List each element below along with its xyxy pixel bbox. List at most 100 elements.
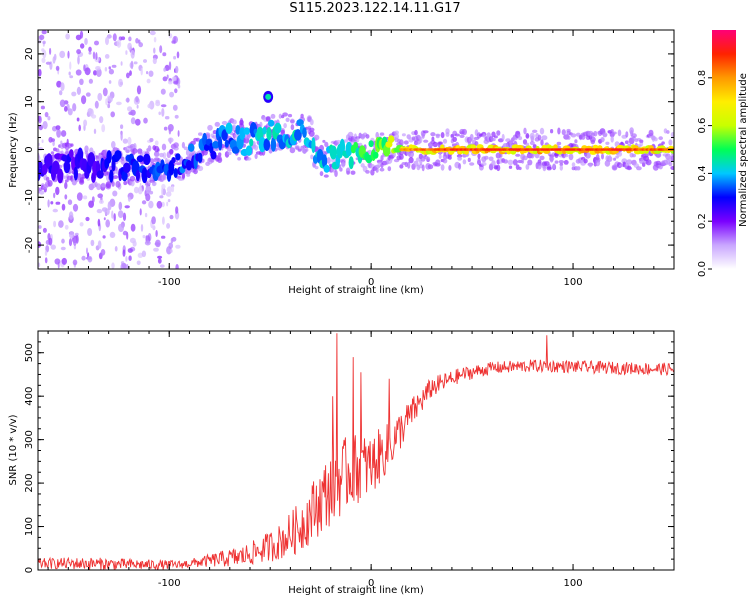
haze-blob [608,154,612,162]
ridge-blob [470,144,477,150]
noise-blob [60,246,66,251]
haze-blob [540,139,544,146]
noise-blob [144,240,151,246]
haze-blob [546,166,552,171]
ridge-blob [345,141,353,157]
noise-blob [125,50,128,55]
haze-blob [282,112,288,117]
noise-blob [116,101,122,106]
noise-blob [68,238,73,247]
ridge-blob [553,144,558,150]
haze-blob [459,134,465,138]
noise-blob [49,47,52,55]
noise-blob [95,52,98,61]
noise-blob [73,244,77,250]
noise-blob [117,210,124,219]
spectrogram-x-axis-label: Height of straight line (km) [288,285,424,296]
haze-blob [440,132,445,139]
haze-blob [501,133,505,141]
noise-blob [162,216,165,225]
noise-blob [47,199,50,208]
snr-panel: -100 0 100 0 100 200 300 400 500 Height of strai… [8,330,675,596]
ridge-blob [173,168,178,178]
noise-blob [67,199,73,205]
ridge-blob [274,122,282,134]
ridge-blob [249,138,254,147]
noise-blob [80,43,85,49]
noise-blob [41,57,46,63]
noise-blob [175,206,179,214]
noise-blob [83,119,88,127]
noise-blob [44,250,48,256]
spectrogram-ytick-label: -20 [24,237,35,253]
haze-blob [387,166,392,172]
haze-blob [585,152,591,159]
haze-blob [334,170,338,177]
noise-blob [64,224,69,230]
haze-blob [563,160,569,165]
haze-blob [232,124,237,132]
noise-blob [159,264,165,268]
haze-blob [221,120,228,125]
noise-blob [155,239,161,248]
haze-blob [491,160,496,166]
haze-blob [482,133,486,138]
haze-blob [670,132,674,138]
haze-blob [259,121,263,128]
snr-ytick-label: 300 [24,430,35,449]
haze-blob [481,162,487,166]
noise-blob [167,137,174,143]
noise-blob [169,214,174,220]
haze-blob [79,179,85,185]
ridge-blob [203,144,210,151]
haze-blob [523,127,527,135]
haze-blob [576,166,581,171]
noise-blob [175,244,181,249]
haze-blob [435,134,440,139]
noise-blob [170,237,174,244]
haze-blob [636,166,642,171]
haze-blob [556,141,562,146]
noise-blob [84,67,91,76]
haze-blob [653,137,658,142]
noise-blob [127,136,132,146]
haze-blob [477,157,481,163]
noise-blob [166,223,171,229]
noise-blob [158,111,161,116]
noise-blob [144,212,148,218]
haze-blob [452,136,458,142]
noise-blob [41,30,47,35]
haze-blob [426,156,431,163]
noise-blob [42,40,46,45]
haze-blob [419,136,423,144]
noise-blob [100,249,106,256]
haze-blob [278,113,282,119]
haze-blob [254,153,258,159]
haze-blob [341,161,346,168]
haze-blob [98,152,104,156]
haze-blob [670,166,674,170]
noise-blob [69,75,74,79]
haze-blob [522,155,528,161]
noise-blob [38,68,42,77]
haze-blob [462,159,467,165]
haze-blob [552,163,556,170]
haze-blob [668,161,673,167]
haze-blob [588,163,593,168]
spectrogram-xtick-label: 0 [368,277,374,288]
haze-blob [593,130,598,137]
noise-blob [94,100,99,109]
haze-blob [309,118,314,126]
noise-blob [102,87,108,97]
ridge-blob [51,160,60,175]
snr-ytick-label: 500 [24,343,35,362]
noise-blob [174,88,178,94]
snr-xtick-label: 0 [368,578,374,589]
haze-blob [527,159,533,166]
noise-blob [167,80,173,85]
snr-frame [37,330,675,571]
haze-blob [518,136,523,141]
haze-blob [648,129,654,137]
noise-blob [141,250,147,258]
noise-blob [69,61,72,70]
